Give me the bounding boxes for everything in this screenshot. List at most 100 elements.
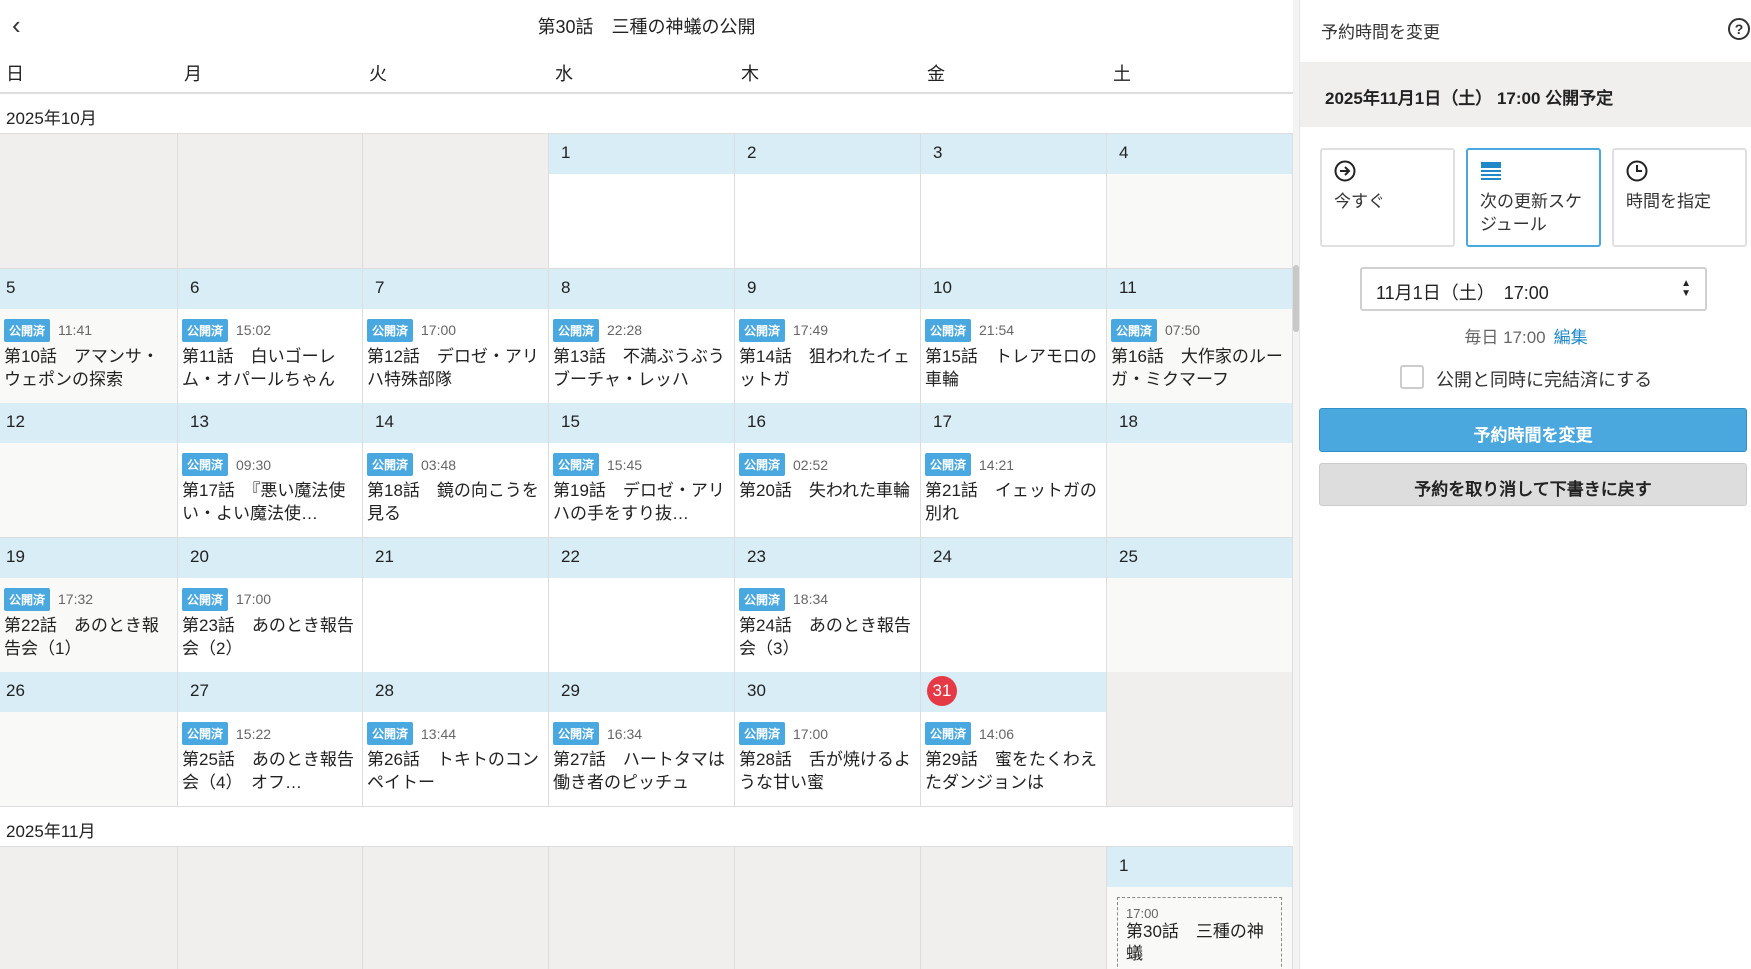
day-number-band: 17 [921,403,1106,444]
day-number: 22 [561,546,580,566]
day-cell[interactable]: 10 公開済 21:54 第15話 トレアモロの車輪 [921,268,1107,404]
day-cell[interactable]: 27 公開済 15:22 第25話 あのとき報告会（4） オフ… [178,672,363,808]
day-cell[interactable]: 29 公開済 16:34 第27話 ハートタマは働き者のピッチュ [549,672,735,808]
day-cell[interactable]: 22 [549,537,735,673]
episode-time: 21:54 [979,322,1015,339]
day-cell[interactable]: 17 公開済 14:21 第21話 イェットガの別れ [921,403,1107,539]
published-badge: 公開済 [367,453,414,477]
day-cell[interactable]: 8 公開済 22:28 第13話 不満ぶうぶうブーチャ・レッハ [549,268,735,404]
published-episode[interactable]: 公開済 09:30 第17話 『悪い魔法使い・よい魔法使… [178,443,362,525]
day-number: 20 [190,546,209,566]
day-number-band: 1 [1107,847,1292,887]
complete-checkbox[interactable] [1400,365,1424,389]
cancel-to-draft-button[interactable]: 予約を取り消して下書きに戻す [1319,463,1747,506]
published-episode[interactable]: 公開済 17:49 第14話 狙われたイェットガ [735,309,920,391]
day-cell[interactable]: 7 公開済 17:00 第12話 デロゼ・アリハ特殊部隊 [363,268,549,404]
change-schedule-button[interactable]: 予約時間を変更 [1319,408,1747,452]
day-number: 16 [747,412,766,432]
episode-time: 18:34 [793,591,829,608]
episode-title: 第11話 白いゴーレム・オパールちゃん [182,346,336,389]
scrollbar-thumb[interactable] [1293,265,1299,332]
published-episode[interactable]: 公開済 18:34 第24話 あのとき報告会（3） [735,578,920,660]
complete-checkbox-label[interactable]: 公開と同時に完結済にする [1436,370,1653,390]
day-cell[interactable]: 5 公開済 11:41 第10話 アマンサ・ウェポンの探索 [0,268,178,404]
day-number-band: 19 [0,537,177,578]
published-badge: 公開済 [739,587,786,611]
day-cell[interactable]: 6 公開済 15:02 第11話 白いゴーレム・オパールちゃん [178,268,363,404]
day-cell[interactable]: 4 [1107,134,1293,269]
published-episode[interactable]: 公開済 17:32 第22話 あのとき報告会（1） [0,578,177,660]
day-cell[interactable]: 30 公開済 17:00 第28話 舌が焼けるような甘い蜜 [735,672,921,808]
published-episode[interactable]: 公開済 21:54 第15話 トレアモロの車輪 [921,309,1106,391]
day-cell[interactable]: 16 公開済 02:52 第20話 失われた車輪 [735,403,921,539]
option-label: 時間を指定 [1626,192,1711,211]
day-cell[interactable]: 21 [363,537,549,673]
day-cell[interactable]: 3 [921,134,1107,269]
published-episode[interactable]: 公開済 15:22 第25話 あのとき報告会（4） オフ… [178,712,362,794]
published-episode[interactable]: 公開済 22:28 第13話 不満ぶうぶうブーチャ・レッハ [549,309,734,391]
published-episode[interactable]: 公開済 14:06 第29話 蜜をたくわえたダンジョンは [921,712,1106,794]
published-episode[interactable]: 公開済 14:21 第21話 イェットガの別れ [921,443,1106,525]
day-cell[interactable]: 20 公開済 17:00 第23話 あのとき報告会（2） [178,537,363,673]
published-episode[interactable]: 公開済 17:00 第28話 舌が焼けるような甘い蜜 [735,712,920,794]
day-number-band: 8 [549,268,734,309]
published-episode[interactable]: 公開済 03:48 第18話 鏡の向こうを見る [363,443,548,525]
question-circle-icon[interactable]: ? [1728,18,1750,40]
day-number: 1 [561,143,571,162]
published-episode[interactable]: 公開済 17:00 第12話 デロゼ・アリハ特殊部隊 [363,309,548,391]
scrollbar[interactable] [1293,0,1299,969]
day-number-band: 4 [1107,134,1292,174]
day-cell[interactable]: 19 公開済 17:32 第22話 あのとき報告会（1） [0,537,178,673]
day-cell[interactable]: 26 [0,672,178,808]
option-label: 次の更新スケジュール [1480,192,1582,234]
published-badge: 公開済 [4,318,51,342]
option-now[interactable]: 今すぐ [1320,148,1455,247]
chevron-left-icon[interactable]: ‹ [12,10,21,40]
published-episode[interactable]: 公開済 17:00 第23話 あのとき報告会（2） [178,578,362,660]
day-cell[interactable]: 1 17:00 第30話 三種の神蟻 [1107,847,1293,969]
published-episode[interactable]: 公開済 02:52 第20話 失われた車輪 [735,443,920,502]
episode-time: 17:00 [793,725,829,742]
day-cell[interactable]: 2 [735,134,921,269]
day-cell[interactable]: 23 公開済 18:34 第24話 あのとき報告会（3） [735,537,921,673]
published-episode[interactable]: 公開済 16:34 第27話 ハートタマは働き者のピッチュ [549,712,734,794]
published-episode[interactable]: 公開済 15:02 第11話 白いゴーレム・オパールちゃん [178,309,362,391]
day-number: 9 [747,277,757,297]
day-cell[interactable]: 13 公開済 09:30 第17話 『悪い魔法使い・よい魔法使… [178,403,363,539]
day-cell[interactable]: 14 公開済 03:48 第18話 鏡の向こうを見る [363,403,549,539]
day-cell[interactable]: 15 公開済 15:45 第19話 デロゼ・アリハの手をすり抜… [549,403,735,539]
day-cell[interactable]: 28 公開済 13:44 第26話 トキトのコンペイトー [363,672,549,808]
day-cell[interactable]: 1 [549,134,735,269]
published-badge: 公開済 [1111,318,1158,342]
scheduled-episode[interactable]: 17:00 第30話 三種の神蟻 [1117,897,1282,969]
day-cell[interactable]: 31 公開済 14:06 第29話 蜜をたくわえたダンジョンは [921,672,1107,808]
published-episode[interactable]: 公開済 07:50 第16話 大作家のルーガ・ミクマーフ [1107,309,1292,391]
day-cell[interactable]: 11 公開済 07:50 第16話 大作家のルーガ・ミクマーフ [1107,268,1293,404]
day-cell[interactable]: 24 [921,537,1107,673]
option-specify-time[interactable]: 時間を指定 [1612,148,1747,247]
day-number-band: 15 [549,403,734,444]
weekday-label: 火 [369,64,387,84]
edit-link[interactable]: 編集 [1553,328,1588,347]
schedule-select[interactable]: 11月1日（土） 17:00 ▲ ▼ [1360,267,1707,311]
day-cell[interactable]: 9 公開済 17:49 第14話 狙われたイェットガ [735,268,921,404]
day-cell[interactable]: 25 [1107,537,1293,673]
day-cell[interactable]: 12 [0,403,178,539]
published-episode[interactable]: 公開済 15:45 第19話 デロゼ・アリハの手をすり抜… [549,443,734,525]
episode-title: 第24話 あのとき報告会（3） [739,615,911,658]
day-number: 6 [190,277,200,297]
day-cell[interactable]: 18 [1107,403,1293,539]
empty-day-cell [549,847,735,969]
published-episode[interactable]: 公開済 13:44 第26話 トキトのコンペイトー [363,712,548,794]
episode-time: 02:52 [793,456,829,473]
published-episode[interactable]: 公開済 11:41 第10話 アマンサ・ウェポンの探索 [0,309,177,391]
select-value: 11月1日（土） 17:00 [1376,283,1549,303]
option-next-schedule[interactable]: 次の更新スケジュール [1466,148,1601,247]
day-number: 2 [747,143,757,162]
published-badge: 公開済 [925,453,972,477]
empty-day-cell [0,847,178,969]
episode-title: 第27話 ハートタマは働き者のピッチュ [553,750,725,793]
day-number-band: 22 [549,537,734,578]
episode-title: 第28話 舌が焼けるような甘い蜜 [739,750,911,793]
episode-time: 17:00 [236,591,272,608]
